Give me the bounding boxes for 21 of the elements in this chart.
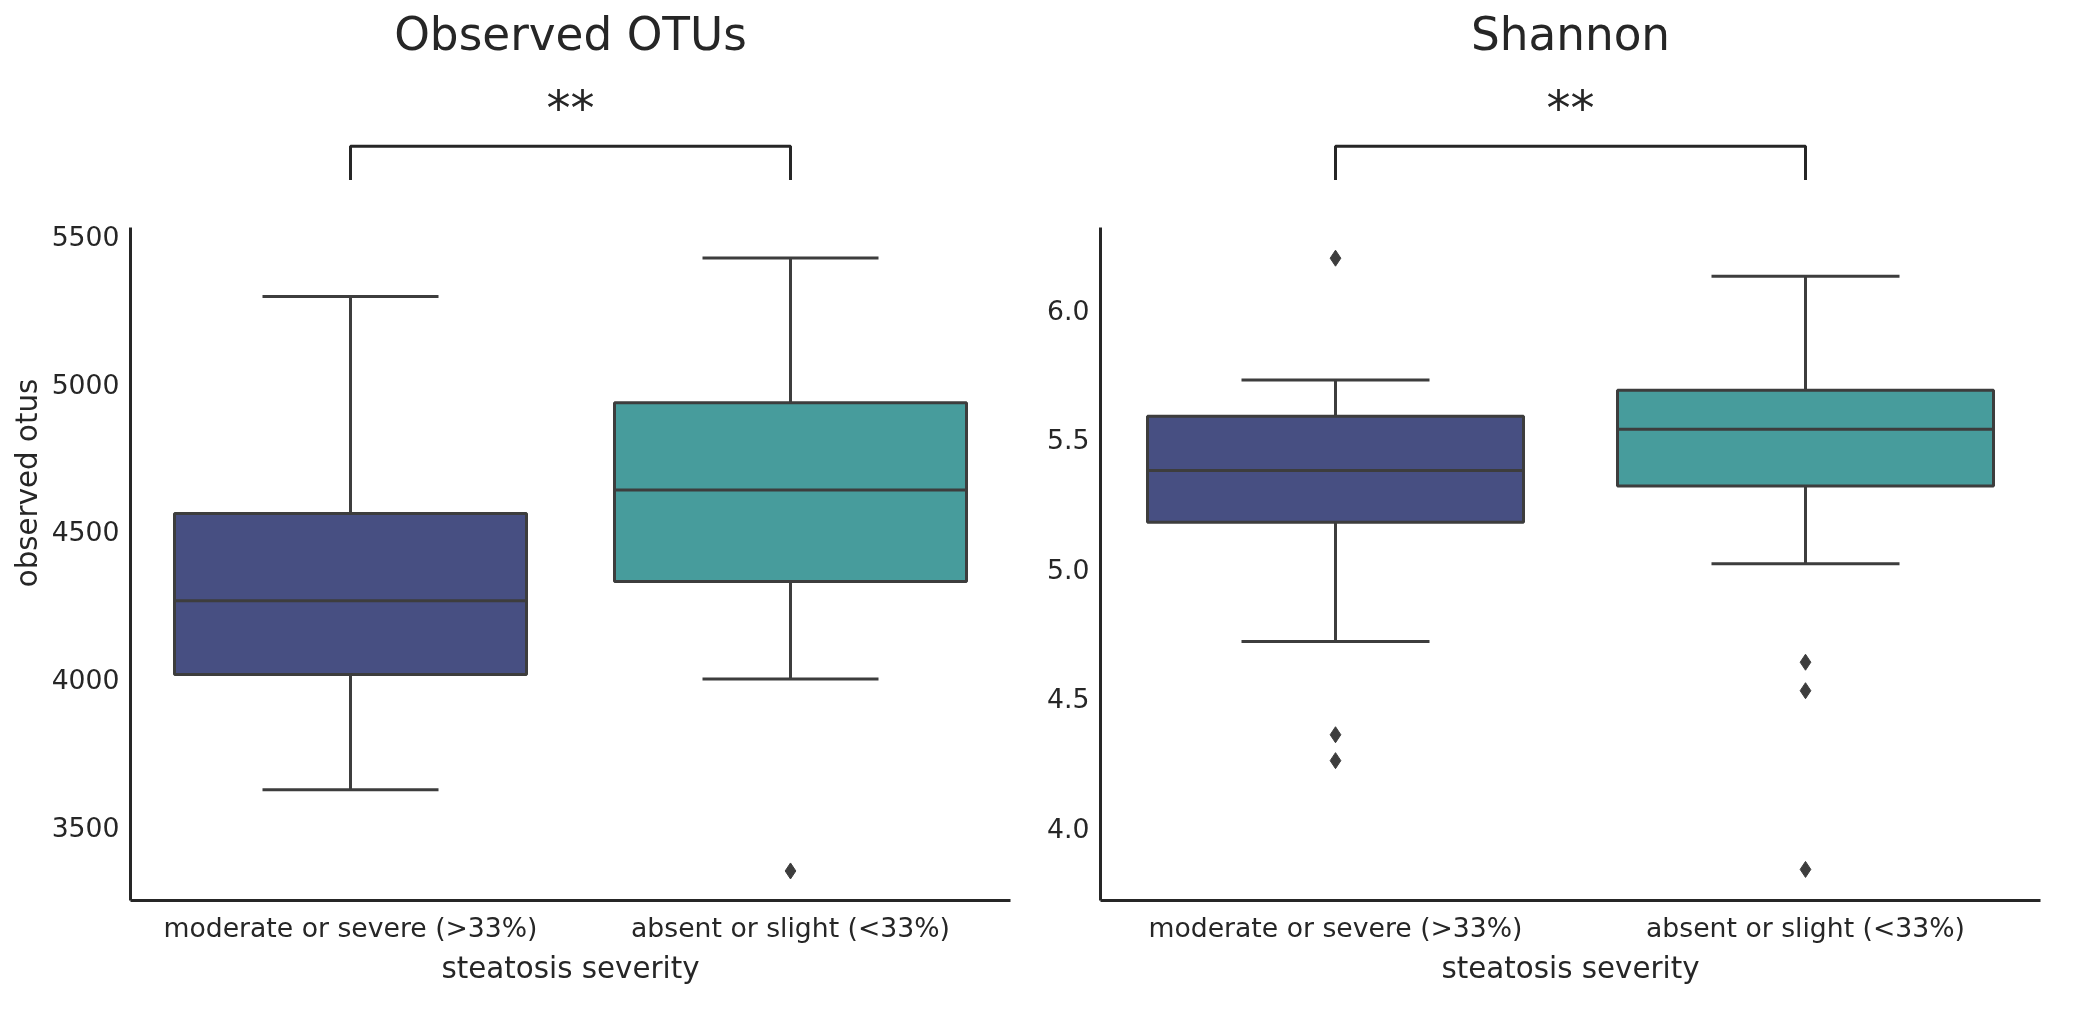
x-tick-label: absent or slight (<33%) bbox=[631, 911, 950, 943]
y-tick-label: 4.5 bbox=[1047, 683, 1090, 715]
text: ** bbox=[1546, 80, 1595, 137]
chart-title: Observed OTUs bbox=[394, 7, 747, 61]
y-tick-label: 5500 bbox=[51, 220, 120, 252]
y-tick-label: 5.0 bbox=[1047, 553, 1090, 585]
text: ** bbox=[546, 80, 595, 137]
x-tick-label: moderate or severe (>33%) bbox=[163, 911, 538, 943]
x-tick-label: moderate or severe (>33%) bbox=[1148, 911, 1523, 943]
y-tick-label: 4000 bbox=[51, 663, 120, 695]
y-axis-title: observed otus bbox=[9, 378, 44, 588]
x-tick-label: absent or slight (<33%) bbox=[1646, 911, 1965, 943]
x-axis-title: steatosis severity bbox=[1441, 950, 1700, 985]
x-axis-title: steatosis severity bbox=[441, 950, 700, 985]
y-tick-label: 3500 bbox=[51, 811, 120, 843]
y-tick-label: 6.0 bbox=[1047, 294, 1090, 326]
y-tick-label: 4.0 bbox=[1047, 812, 1090, 844]
y-tick-label: 5.5 bbox=[1047, 424, 1090, 456]
y-tick-label: 4500 bbox=[51, 516, 120, 548]
y-tick-label: 5000 bbox=[51, 368, 120, 400]
chart-title: Shannon bbox=[1470, 7, 1671, 61]
